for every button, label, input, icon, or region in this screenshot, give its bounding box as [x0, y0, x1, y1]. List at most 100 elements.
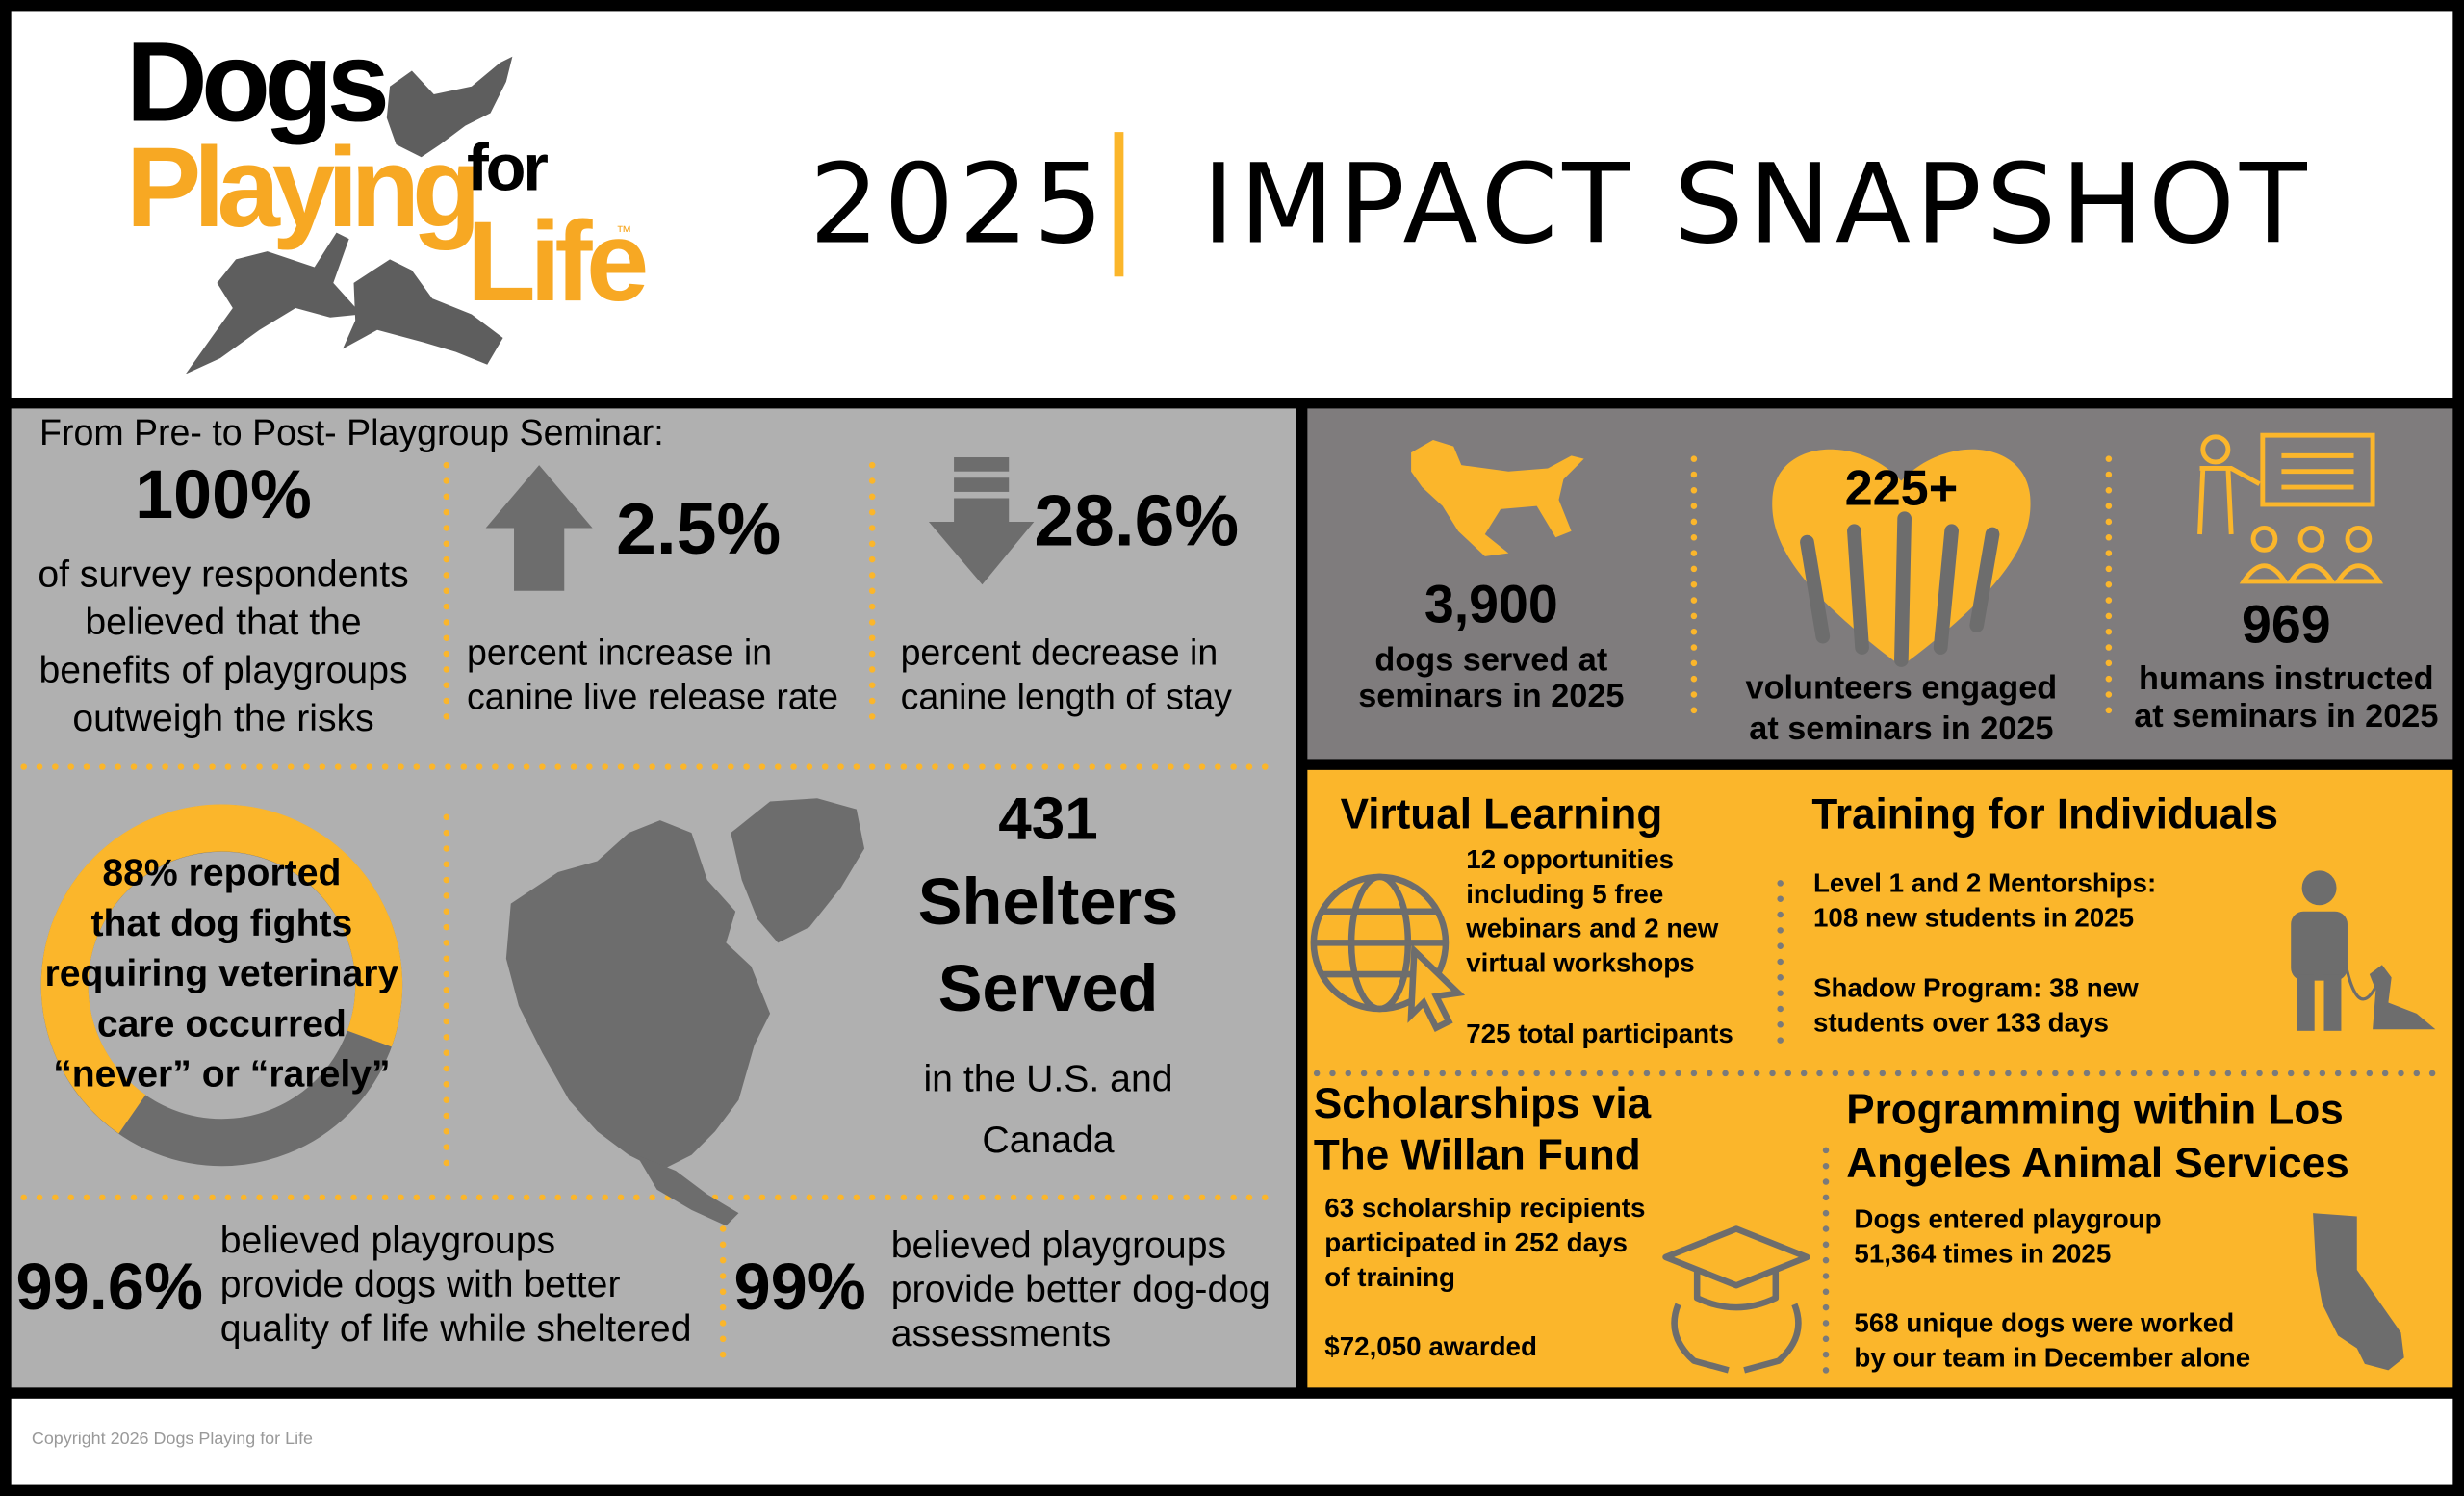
- dog-icon: [1411, 440, 1584, 556]
- reach-value: 3,900: [1424, 574, 1558, 633]
- program-text: participated in 252 days: [1324, 1227, 1628, 1257]
- stat-text: of survey respondents: [38, 554, 408, 595]
- arrow-bar: [954, 457, 1010, 472]
- program-title: The Willan Fund: [1314, 1132, 1641, 1179]
- teacher-icon: [2197, 432, 2384, 584]
- shelters-text: Canada: [982, 1120, 1114, 1161]
- reach-value: 225+: [1845, 461, 1959, 517]
- reach-text: humans instructed: [2139, 660, 2434, 697]
- belief-text: provide better dog-dog: [891, 1269, 1270, 1310]
- down-arrow-icon: [928, 457, 1035, 585]
- program-text: Shadow Program: 38 new: [1813, 973, 2139, 1003]
- north-america-map: [505, 798, 865, 1226]
- board: [2260, 432, 2375, 507]
- shelters-value: 431: [998, 787, 1097, 853]
- cursor-icon: [1407, 943, 1466, 1032]
- logo-dog: [386, 56, 513, 158]
- teacher-head: [2200, 434, 2231, 465]
- reach-text: at seminars in 2025: [2134, 698, 2438, 735]
- program-text: students over 133 days: [1813, 1008, 2109, 1038]
- logo-life: Life: [467, 198, 646, 324]
- logo-dog: [185, 232, 362, 374]
- shelters-label: Shelters: [918, 864, 1179, 939]
- cap: [1662, 1225, 1810, 1289]
- program-text: 108 new students in 2025: [1813, 902, 2134, 932]
- footer-panel: [11, 1398, 2453, 1485]
- map-central: [636, 1154, 739, 1226]
- belief-value: 99.6%: [16, 1250, 203, 1324]
- person-leg: [2297, 974, 2315, 1031]
- programs-panel: [1307, 769, 2453, 1388]
- map-mainland: [505, 820, 771, 1172]
- belief-text: believed playgroups: [220, 1221, 555, 1262]
- program-text: 12 opportunities: [1466, 844, 1674, 874]
- year: 2025: [809, 141, 1108, 269]
- arrow-head: [928, 498, 1035, 585]
- hand: [1894, 511, 1912, 667]
- program-title: Angeles Animal Services: [1846, 1140, 2348, 1187]
- graduation-icon: [1662, 1225, 1810, 1374]
- stat-text: percent decrease in: [901, 632, 1219, 673]
- title: IMPACT SNAPSHOT: [1202, 141, 2312, 269]
- program-text: by our team in December alone: [1854, 1342, 2250, 1372]
- program-text: 63 scholarship recipients: [1324, 1193, 1645, 1223]
- audience: [2345, 526, 2373, 553]
- stat-value: 28.6%: [1034, 480, 1239, 561]
- belief-text: assessments: [891, 1313, 1112, 1354]
- program-text: including 5 free: [1466, 879, 1663, 909]
- program-title: Programming within Los: [1846, 1086, 2344, 1133]
- hand: [1969, 527, 2000, 633]
- stat-text: canine live release rate: [467, 676, 838, 716]
- hands: [1671, 1303, 1802, 1374]
- cap-base: [1693, 1269, 1780, 1311]
- belief-value: 99%: [734, 1250, 866, 1324]
- fights-text: 88% reported: [102, 853, 341, 894]
- stat-value: 2.5%: [616, 488, 781, 569]
- copyright: Copyright 2026 Dogs Playing for Life: [32, 1429, 313, 1448]
- stat-text: believed that the: [85, 602, 361, 643]
- hands-icon: [1800, 511, 2000, 667]
- logo-tm: ™: [616, 223, 631, 241]
- teacher-body: [2197, 465, 2261, 535]
- california-icon: [2313, 1213, 2404, 1371]
- belief-text: provide dogs with better: [220, 1264, 621, 1305]
- program-text: $72,050 awarded: [1324, 1331, 1537, 1361]
- shelters-text: in the U.S. and: [923, 1058, 1172, 1099]
- belief-text: believed playgroups: [891, 1225, 1226, 1266]
- stat-value: 100%: [135, 456, 312, 533]
- program-text: Dogs entered playgroup: [1854, 1204, 2161, 1234]
- program-text: of training: [1324, 1262, 1455, 1292]
- program-title: Training for Individuals: [1811, 790, 2278, 838]
- audience: [2250, 526, 2278, 553]
- program-text: 51,364 times in 2025: [1854, 1239, 2111, 1269]
- fights-text: care occurred: [97, 1003, 346, 1045]
- hand: [1847, 524, 1869, 655]
- donut-arc: [40, 804, 403, 1134]
- stat-text: benefits of playgroups: [38, 650, 407, 691]
- program-title: Scholarships via: [1314, 1080, 1652, 1127]
- person-body: [2291, 911, 2348, 981]
- fights-text: “never” or “rarely”: [53, 1054, 390, 1096]
- hand: [1933, 524, 1959, 655]
- leash: [2343, 958, 2377, 1001]
- small-dog: [2369, 965, 2436, 1030]
- logo-playing: Playing: [126, 124, 474, 250]
- reach-text: dogs served at: [1374, 641, 1607, 678]
- logo-dogs: [185, 56, 513, 374]
- stat-text: percent increase in: [467, 632, 772, 673]
- shelters-label: Served: [938, 951, 1159, 1025]
- reach-value: 969: [2242, 595, 2331, 655]
- stat-text: outweigh the risks: [72, 698, 373, 739]
- arrow-bar: [954, 477, 1010, 492]
- logo-dog: [343, 259, 503, 365]
- belief-text: quality of life while sheltered: [220, 1308, 692, 1350]
- hand: [1800, 534, 1831, 644]
- person-leg: [2323, 974, 2342, 1031]
- logo-for: for: [467, 131, 548, 205]
- person-head: [2301, 870, 2337, 906]
- reach-text: volunteers engaged: [1746, 670, 2058, 707]
- audience-body: [2239, 563, 2384, 584]
